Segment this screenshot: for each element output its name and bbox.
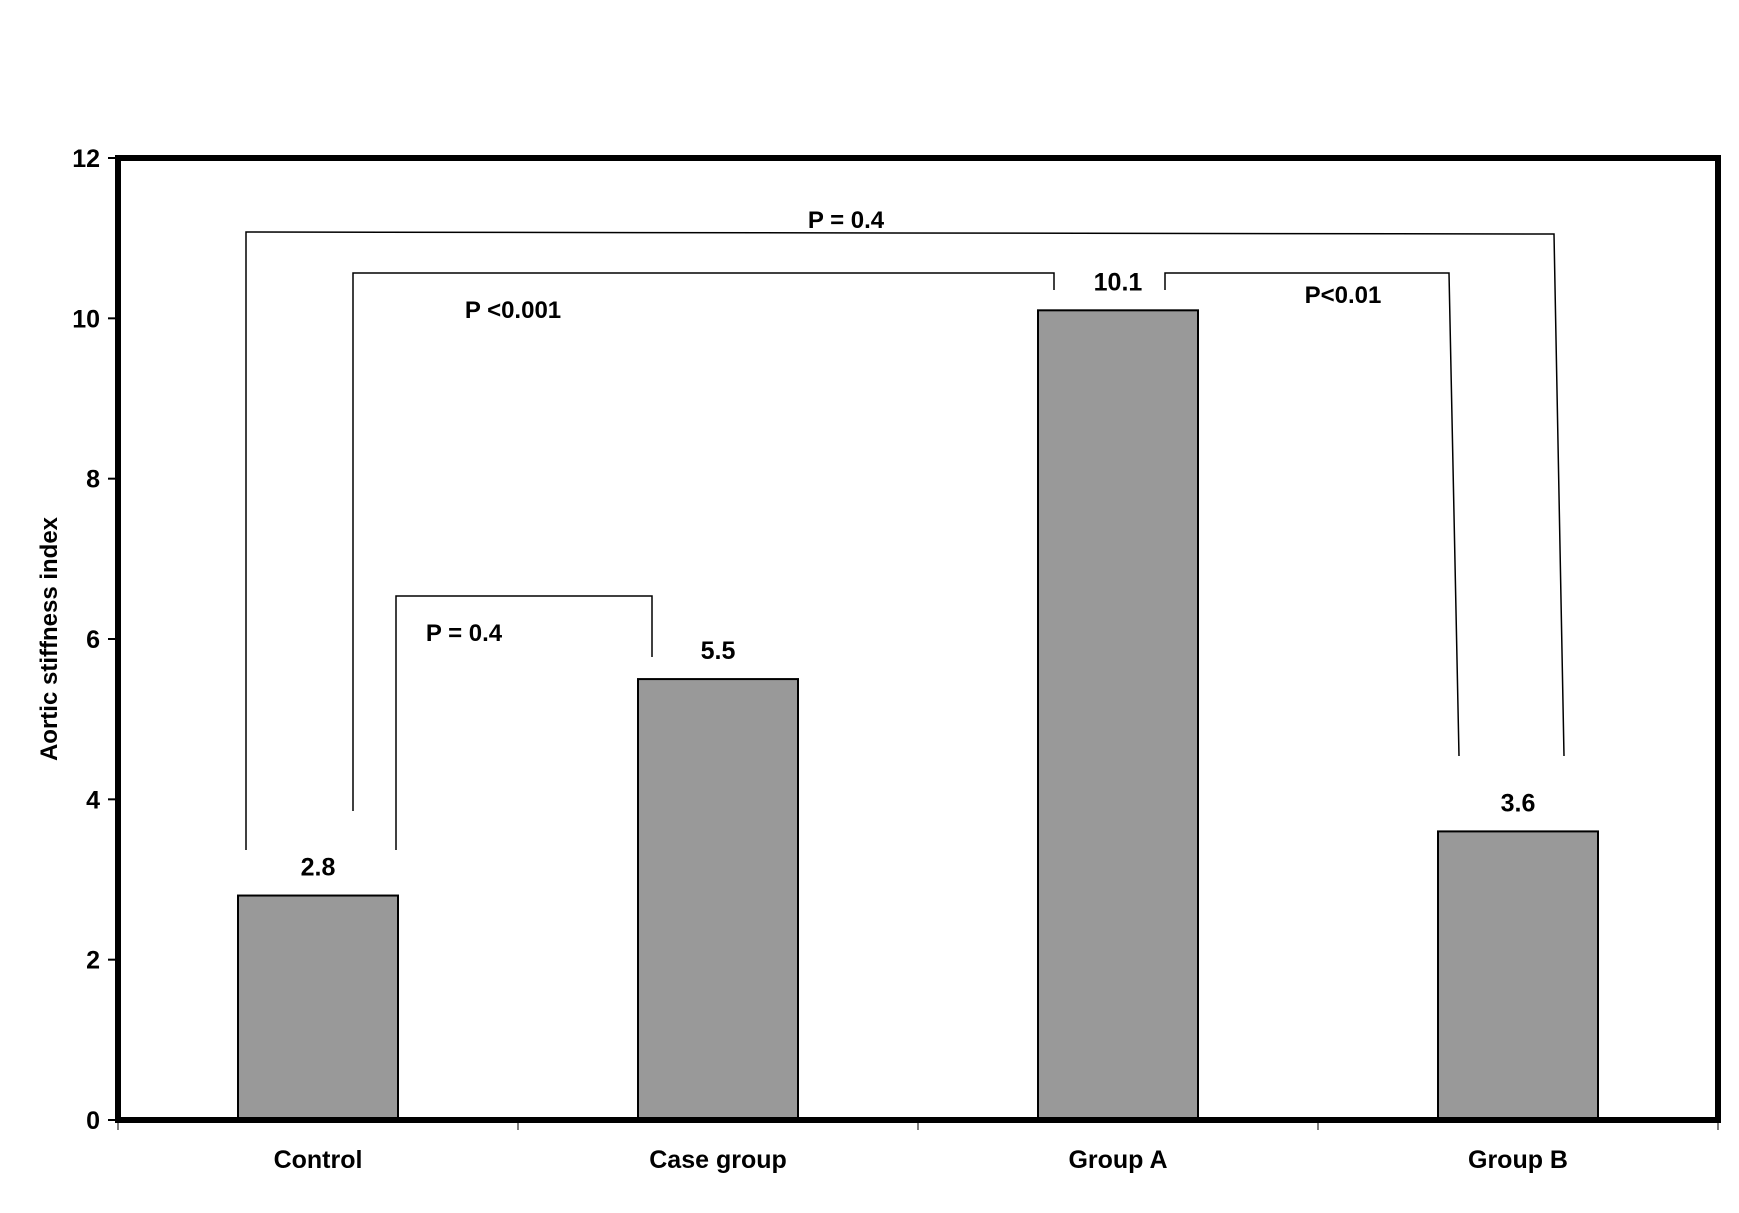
bracket-3 [395,595,653,850]
p-value-label-2: P<0.01 [1305,282,1382,309]
x-axis: Control Case group Group A Group B [117,1120,1719,1174]
bracket-0 [245,231,1565,850]
category-label-2: Group A [1068,1146,1167,1174]
p-value-label-1: P <0.001 [465,297,561,324]
significance-brackets: P = 0.4 P <0.001 P<0.01 P = 0.4 [245,207,1565,850]
y-tick-label-5: 10 [72,305,100,333]
bar-1 [637,678,799,1121]
p-value-label-0: P = 0.4 [808,207,885,234]
bar-0 [237,894,399,1121]
bracket-2 [1164,272,1460,757]
bar-2 [1037,309,1199,1122]
y-axis: 0 2 4 6 8 10 12 [72,145,118,1135]
bracket-1 [352,272,1055,811]
y-tick-label-0: 0 [86,1107,100,1135]
y-axis-title: Aortic stiffness index [36,516,63,761]
y-tick-label-3: 6 [86,626,100,654]
p-value-label-3: P = 0.4 [426,620,503,647]
y-tick-label-2: 4 [86,786,100,814]
data-label-3: 3.6 [1501,789,1536,817]
category-label-3: Group B [1468,1146,1568,1174]
bar-3 [1437,830,1599,1122]
y-tick-label-4: 8 [86,466,100,494]
category-label-0: Control [274,1146,363,1174]
y-tick-label-6: 12 [72,145,100,173]
y-tick-label-1: 2 [86,947,100,975]
data-label-2: 10.1 [1094,268,1143,296]
category-label-1: Case group [649,1146,787,1174]
bars-group: 2.8 5.5 10.1 3.6 [237,268,1599,1122]
data-label-0: 2.8 [301,854,336,882]
data-label-1: 5.5 [701,637,736,665]
